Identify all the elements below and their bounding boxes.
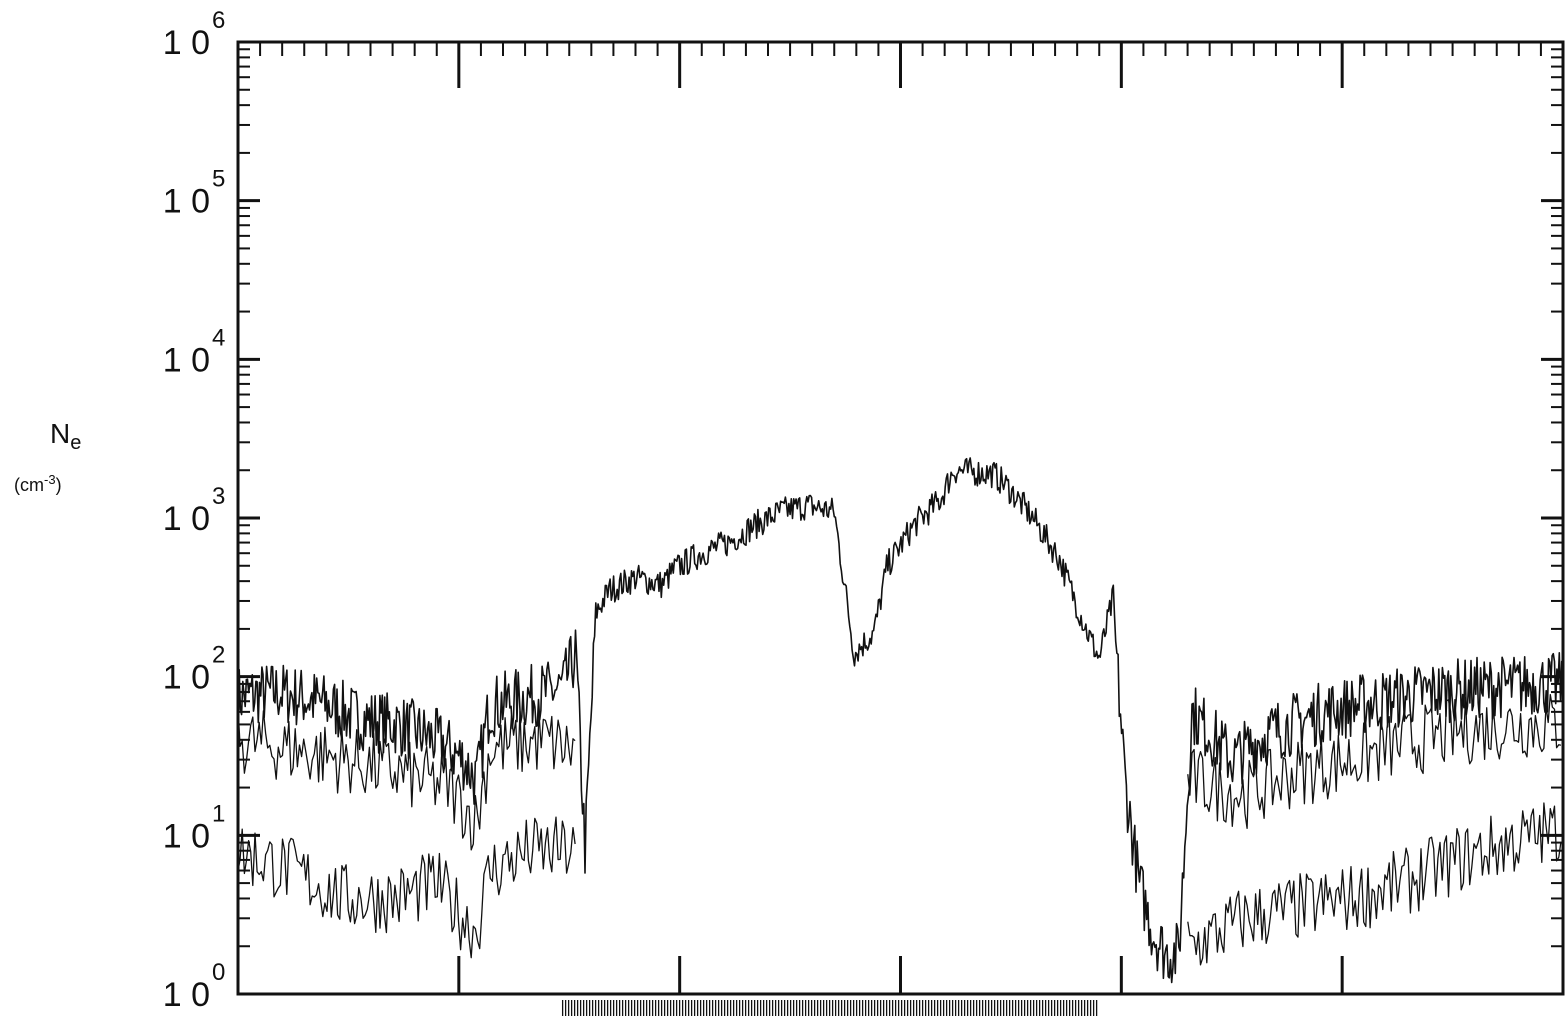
axis-ticks: [238, 40, 1563, 996]
y-tick-label-exponent: 6: [212, 7, 225, 34]
y-axis-units-exponent: -3: [44, 472, 56, 487]
y-axis-units-text: cm: [20, 475, 44, 495]
y-tick-label: 1 0: [163, 817, 210, 855]
y-tick-label-exponent: 5: [212, 166, 225, 193]
y-tick-label: 1 0: [163, 659, 210, 697]
y-tick-label: 1 0: [163, 976, 210, 1014]
y-tick-label: 1 0: [163, 341, 210, 379]
y-tick-label-exponent: 2: [212, 642, 225, 669]
y-axis-label-symbol: N: [50, 418, 71, 449]
y-tick-label: 1 0: [163, 183, 210, 221]
y-tick-label: 1 0: [163, 500, 210, 538]
y-axis-label: Ne: [50, 418, 81, 455]
series-layer: [237, 457, 1564, 984]
y-tick-label: 1 0: [163, 24, 210, 62]
series-line-3: [237, 802, 1562, 966]
y-axis-label-subscript: e: [70, 432, 82, 454]
plot-frame: [236, 40, 1565, 996]
x-axis-hatch-bar: [561, 1000, 1098, 1016]
y-tick-label-exponent: 4: [212, 324, 225, 351]
y-axis-units: (cm-3): [14, 472, 62, 495]
y-tick-labels: 1 001 011 021 031 041 051 06: [163, 7, 226, 1014]
y-tick-label-exponent: 1: [212, 800, 225, 827]
series-line-2: [237, 693, 1562, 851]
series-line-1: [237, 457, 1564, 984]
y-tick-label-exponent: 3: [212, 483, 225, 510]
y-tick-label-exponent: 0: [212, 959, 225, 986]
